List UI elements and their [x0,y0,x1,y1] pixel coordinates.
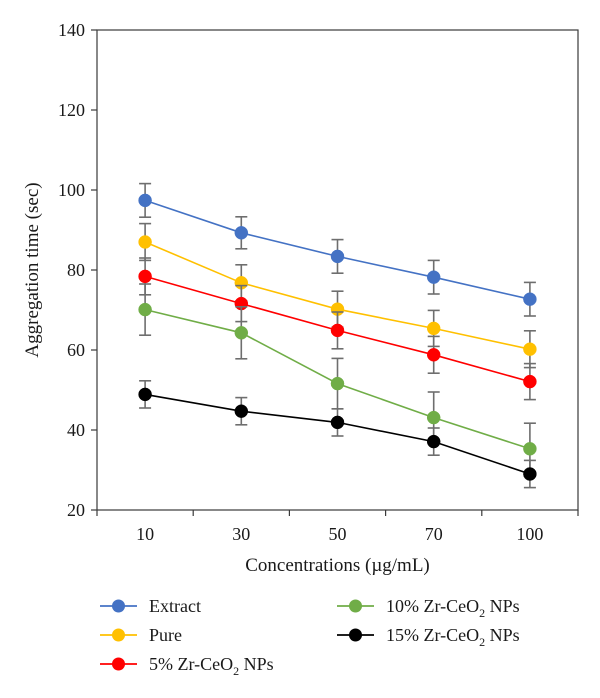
data-point [330,415,345,430]
series-15-zr-ceo2-nps [138,379,537,489]
data-point [330,249,345,264]
data-point [426,434,441,449]
data-point [523,467,537,481]
y-tick-label: 140 [58,20,85,40]
data-point [523,374,537,389]
y-tick-label: 60 [67,340,85,360]
y-tick-label: 20 [67,500,85,520]
series-layer [138,182,537,489]
data-point [426,348,441,362]
legend-item: Pure [100,625,182,645]
data-point [523,292,537,306]
y-tick-label: 40 [67,420,85,440]
legend-label: 5% Zr-CeO2 NPs [149,654,274,678]
x-axis-title: Concentrations (µg/mL) [245,555,430,576]
y-tick-label: 100 [58,180,85,200]
legend-item: 5% Zr-CeO2 NPs [100,654,274,678]
legend-label: Pure [149,625,182,645]
data-point [138,387,152,402]
data-point [523,442,537,456]
data-point [234,404,249,418]
legend-label: 10% Zr-CeO2 NPs [386,596,520,620]
data-point [426,321,441,336]
x-tick-label: 30 [232,524,250,544]
legend-marker [349,599,362,613]
data-point [138,235,152,249]
data-point [234,226,249,240]
x-tick-label: 10 [136,524,154,544]
series-5-zr-ceo2-nps [138,257,537,401]
legend-marker [112,657,125,671]
y-tick-label: 80 [67,260,85,280]
x-tick-label: 50 [329,524,347,544]
data-point [138,269,152,284]
legend-label: 15% Zr-CeO2 NPs [386,625,520,649]
axes: 20 40 60 80 100 120 140 10 30 50 70 100 [58,20,579,544]
legend-item: 15% Zr-CeO2 NPs [337,625,520,649]
legend-marker [349,628,362,642]
legend-item: 10% Zr-CeO2 NPs [337,596,520,620]
y-tick-label: 120 [58,100,85,120]
data-point [426,270,441,284]
data-point [138,302,152,317]
legend-item: Extract [100,596,201,616]
data-point [330,323,345,338]
x-tick-label: 70 [425,524,443,544]
series-extract [138,182,537,317]
legend-label: Extract [149,596,201,616]
legend: Extract Pure 5% Zr-CeO2 NPs 10% Zr-CeO2 NPs… [100,596,520,678]
data-point [330,376,345,391]
data-point [523,342,537,356]
y-axis-title: Aggregation time (sec) [22,182,43,357]
data-point [234,326,249,340]
x-tick-label: 100 [516,524,543,544]
data-point [138,193,152,208]
legend-marker [112,628,125,642]
data-point [426,410,441,425]
legend-marker [112,599,125,613]
